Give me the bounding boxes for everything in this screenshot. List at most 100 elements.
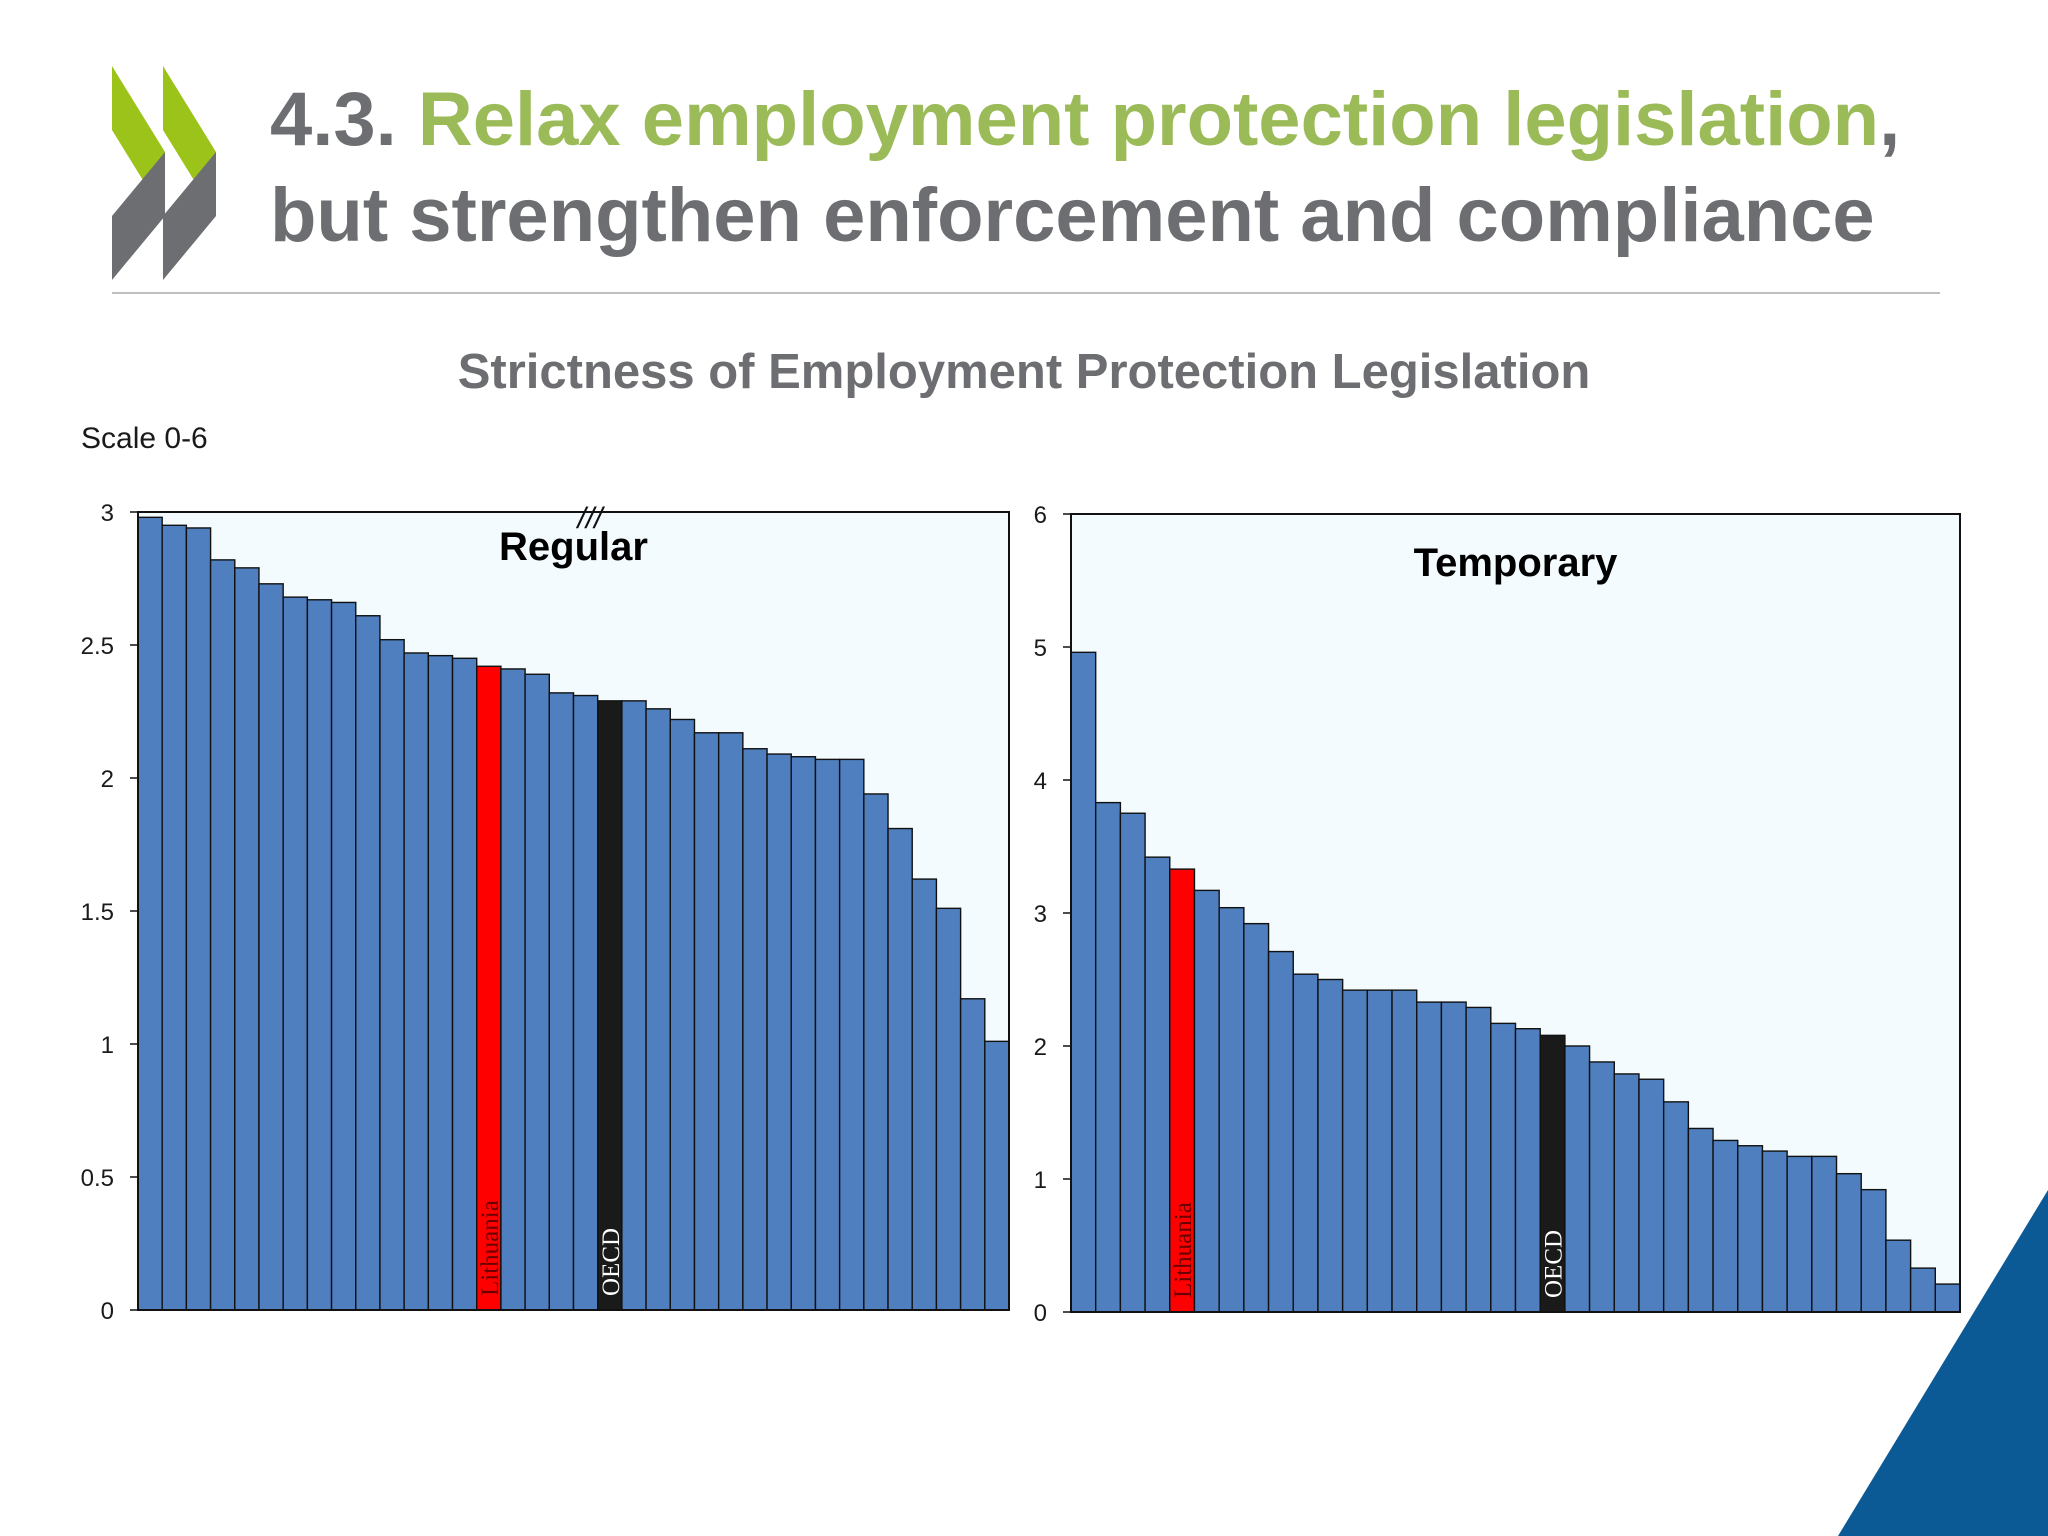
- regular-bar: [572, 694, 599, 1311]
- temporary-bar: [1638, 1078, 1665, 1313]
- regular-bar: [814, 758, 841, 1311]
- temporary-bar: [1934, 1283, 1961, 1313]
- temporary-y-tick-label: 1: [1034, 1167, 1047, 1194]
- slide-title-line1: 4.3. Relax employment protection legisla…: [270, 72, 2030, 168]
- temporary-bar: [1564, 1045, 1591, 1313]
- regular-bar: [693, 732, 720, 1311]
- regular-bar-label-oecd: OECD: [598, 1228, 625, 1296]
- regular-y-tick-label: 1.5: [81, 899, 114, 926]
- temporary-bar: [1835, 1172, 1862, 1313]
- temporary-panel-title: Temporary: [1414, 541, 1619, 585]
- regular-bar: [500, 668, 526, 1311]
- temporary-bar: [1094, 801, 1122, 1313]
- corner-blue-triangle: [1838, 1190, 2048, 1536]
- regular-y-tick-label: 2: [101, 766, 114, 793]
- temporary-bar: [1465, 1006, 1492, 1313]
- temporary-bar: [1366, 989, 1393, 1313]
- regular-bar: [863, 793, 889, 1311]
- regular-bar: [427, 654, 454, 1311]
- temporary-y-tick-label: 0: [1034, 1300, 1047, 1327]
- temporary-bar: [1860, 1188, 1887, 1313]
- regular-bar: [742, 748, 768, 1311]
- regular-bar: [984, 1040, 1010, 1311]
- temporary-bar: [1267, 950, 1294, 1313]
- slide-title: 4.3. Relax employment protection legisla…: [270, 72, 2030, 264]
- logo-chevron-gray-right: [163, 152, 216, 280]
- regular-y-tick-label: 1: [101, 1032, 114, 1059]
- regular-bar: [330, 601, 357, 1311]
- regular-y-tick-label: 2.5: [81, 633, 114, 660]
- regular-bar: [669, 718, 696, 1311]
- regular-panel: Lithuania OECD 0 0.5 1 1.5 2 2.5 3 Regular///: [81, 500, 1010, 1325]
- temporary-bar: [1341, 989, 1369, 1313]
- slide-title-line2: but strengthen enforcement and complianc…: [270, 173, 1875, 258]
- regular-bar: [645, 708, 671, 1311]
- logo-chevron-gray-left: [112, 152, 165, 280]
- regular-bar: [596, 700, 623, 1311]
- temporary-bar-label-lithuania: Lithuania: [1170, 1202, 1197, 1298]
- regular-bar: [766, 753, 792, 1311]
- temporary-bar: [1885, 1239, 1912, 1313]
- regular-bar: [379, 638, 405, 1311]
- regular-bar: [306, 599, 333, 1311]
- regular-bar: [717, 732, 744, 1311]
- temporary-y-tick-label: 5: [1034, 635, 1047, 662]
- scale-label: Scale 0-6: [81, 422, 208, 455]
- temporary-bar: [1416, 1001, 1443, 1313]
- temporary-panel: Lithuania OECD 0 1 2 3 4 5 6 Temporary: [1034, 502, 1961, 1327]
- temporary-bar: [1811, 1155, 1838, 1313]
- temporary-y-tick-label: 3: [1034, 901, 1047, 928]
- title-highlight: Relax employment protection legislation: [417, 77, 1880, 162]
- temporary-bar: [1144, 856, 1171, 1313]
- temporary-bar: [1539, 1034, 1566, 1313]
- regular-y-tick-label: 0: [101, 1298, 114, 1325]
- regular-bar: [959, 998, 986, 1311]
- regular-bar: [258, 583, 284, 1311]
- regular-bar: [524, 673, 551, 1311]
- regular-panel-title: Regular: [499, 525, 648, 569]
- temporary-bar: [1737, 1145, 1764, 1313]
- temporary-bar: [1786, 1155, 1813, 1313]
- oecd-chevron-logo: [112, 66, 216, 280]
- temporary-bar: [1712, 1139, 1739, 1313]
- regular-bar: [621, 700, 647, 1311]
- title-divider: [112, 292, 1940, 294]
- temporary-bar: [1909, 1267, 1937, 1313]
- temporary-bar: [1490, 1022, 1517, 1313]
- title-comma: ,: [1879, 77, 1901, 162]
- regular-bar: [185, 527, 212, 1311]
- temporary-bar: [1588, 1061, 1615, 1313]
- temporary-bar: [1440, 1001, 1467, 1313]
- chart-title: Strictness of Employment Protection Legi…: [457, 345, 1591, 399]
- temporary-y-tick-label: 2: [1034, 1034, 1047, 1061]
- regular-bar: [935, 907, 962, 1311]
- regular-bar: [137, 516, 163, 1311]
- regular-bar: [161, 524, 188, 1311]
- temporary-bar: [1070, 651, 1097, 1313]
- temporary-bar-label-oecd: OECD: [1541, 1230, 1568, 1298]
- regular-bar: [911, 878, 938, 1311]
- title-number: 4.3.: [270, 77, 418, 162]
- regular-bar: [234, 567, 260, 1311]
- temporary-bar: [1662, 1101, 1690, 1313]
- temporary-bar: [1218, 906, 1245, 1313]
- temporary-y-tick-label: 4: [1034, 768, 1047, 795]
- regular-axis-break-mark: ///: [575, 502, 605, 535]
- regular-y-tick-label: 0.5: [81, 1165, 114, 1192]
- regular-bar: [790, 756, 817, 1311]
- regular-bar: [209, 559, 236, 1311]
- temporary-bar: [1391, 989, 1418, 1313]
- temporary-bar: [1119, 812, 1146, 1313]
- temporary-bar: [1687, 1127, 1714, 1313]
- regular-bar: [282, 596, 309, 1311]
- temporary-y-tick-label: 6: [1034, 502, 1047, 529]
- temporary-bar: [1243, 922, 1270, 1313]
- temporary-bar: [1317, 978, 1344, 1313]
- regular-y-tick-label: 3: [101, 500, 114, 527]
- regular-bar: [548, 692, 575, 1311]
- temporary-bar: [1193, 889, 1220, 1313]
- temporary-bar: [1761, 1150, 1788, 1313]
